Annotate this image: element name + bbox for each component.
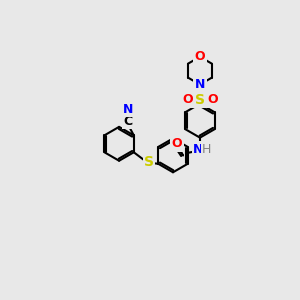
- Text: N: N: [193, 143, 204, 156]
- Text: O: O: [207, 93, 217, 106]
- Text: S: S: [144, 155, 154, 169]
- Text: C: C: [123, 115, 132, 128]
- Text: O: O: [182, 93, 193, 106]
- Text: N: N: [122, 103, 133, 116]
- Text: H: H: [202, 143, 212, 156]
- Text: O: O: [195, 50, 205, 63]
- Text: S: S: [195, 93, 205, 107]
- Text: N: N: [195, 78, 205, 91]
- Text: O: O: [172, 137, 182, 150]
